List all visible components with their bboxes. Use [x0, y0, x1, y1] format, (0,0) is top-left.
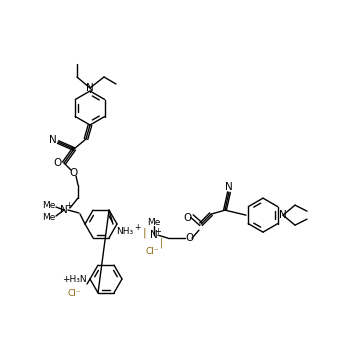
Text: +: +	[154, 227, 161, 236]
Text: N: N	[86, 83, 94, 93]
Text: |: |	[142, 228, 146, 238]
Text: N: N	[150, 230, 158, 240]
Text: N: N	[279, 210, 287, 220]
Text: O: O	[185, 233, 193, 243]
Text: Cl⁻: Cl⁻	[145, 247, 159, 256]
Text: O: O	[54, 158, 62, 168]
Text: |: |	[159, 238, 163, 248]
Text: Cl⁻: Cl⁻	[67, 288, 81, 297]
Text: O: O	[70, 168, 78, 178]
Text: +: +	[134, 223, 140, 232]
Text: N: N	[49, 135, 57, 145]
Text: +H₃N: +H₃N	[62, 275, 86, 284]
Text: N: N	[60, 205, 68, 215]
Text: N: N	[225, 182, 233, 192]
Text: O: O	[183, 213, 191, 223]
Text: Me: Me	[147, 218, 161, 227]
Text: +: +	[65, 201, 72, 210]
Text: Me: Me	[42, 201, 56, 210]
Text: Me: Me	[42, 213, 56, 223]
Text: NH₃: NH₃	[116, 227, 134, 236]
